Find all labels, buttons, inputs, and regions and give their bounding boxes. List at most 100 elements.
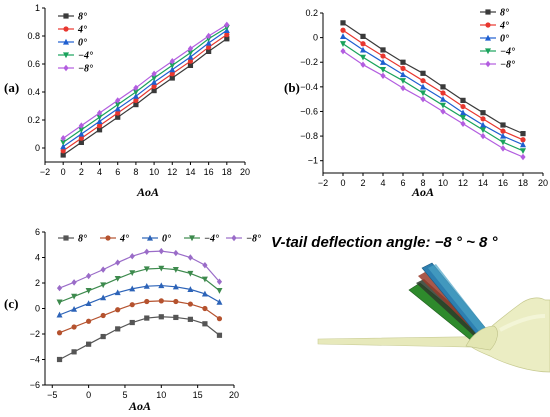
data-point [129,302,135,308]
data-point [420,70,426,76]
data-point [133,102,139,108]
data-point [86,341,92,347]
data-point [151,88,157,94]
series-4 [60,21,230,142]
series-line [342,35,524,146]
illustration-title: V-tail deflection angle: −8 ° ~ 8 ° [271,234,499,251]
chart-panel-b: (b) −2 0 2 4 6 8 10 12 14 16 18 20 0.2 0 −0.2 −0.4 −0.6 −0… [284,8,548,200]
data-point [86,318,92,324]
data-point [169,62,176,69]
data-point [96,118,103,124]
data-point [400,84,406,92]
data-point [60,148,66,154]
data-point [172,283,179,290]
data-point [201,276,208,283]
x-tick-label: 20 [538,178,548,188]
legend-label: −8° [500,60,515,71]
series-2 [60,27,230,150]
data-point [500,122,506,128]
data-point [115,110,121,116]
x-tick-label: −2 [40,167,50,177]
data-point [100,333,106,340]
series-2 [340,33,526,148]
data-point [187,301,193,307]
legend-marker [63,64,69,72]
data-point [187,316,193,322]
legend-entry: 8° [58,234,87,245]
data-point [114,105,121,112]
data-point [115,307,121,313]
y-tick-label: 0 [313,33,318,43]
data-point [380,67,386,73]
data-point [420,95,426,103]
data-point [60,152,66,158]
data-point [115,326,121,332]
data-point [133,84,139,91]
x-tick-label: 6 [400,178,405,188]
data-point [143,282,150,289]
data-point [100,294,107,301]
x-tick-label: 10 [156,390,166,400]
series-line [62,38,228,156]
y-tick-label: 6 [35,227,40,237]
data-point [460,103,466,110]
legend-entry: −4° [480,47,515,58]
data-point [158,314,164,320]
data-point [420,78,426,84]
x-axis-title: AoA [136,185,159,199]
data-point [151,75,158,82]
data-point [173,314,179,321]
data-point [440,84,446,90]
series-line [59,250,220,289]
data-point [100,312,106,319]
legend-marker [485,34,491,41]
data-point [56,356,63,363]
data-point [60,139,67,146]
legend-label: 8° [78,234,87,245]
legend-entry: −8° [480,60,515,71]
series-line [342,29,524,141]
data-point [96,123,103,129]
data-point [144,315,150,321]
legend-marker [63,13,69,19]
data-point [56,284,63,292]
data-point [71,279,77,286]
data-point [187,50,194,56]
legend-label: 4° [499,21,509,32]
data-point [480,110,486,116]
legend-entry: 8° [480,8,509,19]
data-point [100,266,106,273]
legend-marker [147,234,153,241]
data-point [187,286,194,292]
data-point [480,132,486,140]
data-point [78,127,85,133]
data-point [400,71,406,78]
data-point [400,78,406,84]
x-tick-label: 16 [204,167,214,177]
data-point [187,270,194,277]
legend-label: −8° [78,64,93,75]
x-tick-label: 0 [61,167,66,177]
data-point [360,41,366,47]
data-point [96,114,103,121]
x-tick-label: 2 [360,178,365,188]
x-axis-title: AoA [128,399,151,413]
legend-marker [485,48,491,55]
data-point [500,139,506,146]
data-point [114,289,121,296]
x-tick-label: 15 [193,390,203,400]
legend-entry: 4° [480,21,509,32]
data-point [202,261,208,269]
legend-marker [485,60,491,68]
y-tick-label: −1 [308,156,318,166]
data-point [143,266,150,273]
data-point [202,321,208,327]
data-point [440,95,446,102]
x-tick-label: 0 [86,390,91,400]
data-point [115,114,121,120]
series-0 [60,36,230,158]
data-point [96,109,103,117]
data-point [158,298,164,304]
data-point [340,20,346,26]
